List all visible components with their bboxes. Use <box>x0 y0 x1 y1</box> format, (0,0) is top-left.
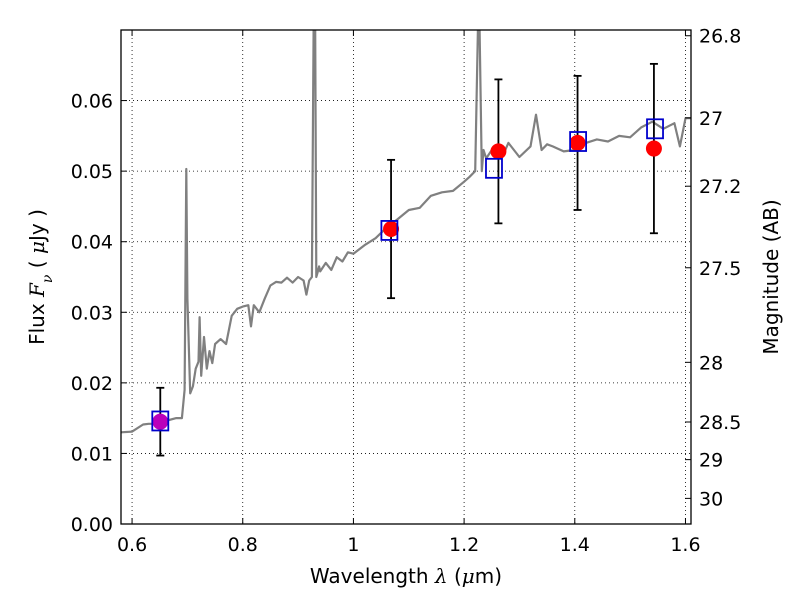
model-point <box>485 157 503 179</box>
plot-area <box>121 30 691 524</box>
x-tick-label: 1 <box>347 534 359 556</box>
y-tick-label: 0.03 <box>71 302 113 324</box>
x-tick-label: 1.6 <box>670 534 700 556</box>
y2-tick-label: 26.8 <box>699 26 741 48</box>
y2-tick-label: 27.2 <box>699 176 741 198</box>
y2-tick-label: 28 <box>699 352 723 374</box>
photometry-point <box>152 413 169 430</box>
y2-axis-title: Magnitude (AB) <box>759 199 783 354</box>
photometry-point <box>569 134 586 151</box>
y-axis-title: Flux Fν ( μJy ) <box>25 209 56 345</box>
x-tick-label: 1.4 <box>560 534 590 556</box>
y-tick-label: 0.06 <box>71 91 113 113</box>
ticks: 0.6 0.8 1 1.2 1.4 1.6 0.00 0.01 0.02 0.03 0.04 0.05… <box>71 26 742 556</box>
photometry-point <box>490 143 507 160</box>
plot-frame <box>120 29 692 525</box>
x-axis-title: Wavelength λ (μm) <box>310 564 502 588</box>
photometry-point <box>383 221 400 238</box>
y2-tick-label: 29 <box>699 450 723 472</box>
y-tick-label: 0.05 <box>71 161 113 183</box>
y2-tick-label: 27.5 <box>699 258 741 280</box>
model-point <box>151 410 170 432</box>
y-tick-label: 0.01 <box>71 443 113 465</box>
x-tick-label: 0.6 <box>117 534 147 556</box>
y2-tick-label: 30 <box>699 488 723 510</box>
y-tick-label: 0.04 <box>71 232 113 254</box>
model-point <box>646 118 664 140</box>
y-tick-label: 0.00 <box>71 514 113 536</box>
y2-tick-label: 27 <box>699 108 723 130</box>
x-tick-label: 1.2 <box>449 534 479 556</box>
photometry-point <box>645 140 662 157</box>
data-layer <box>121 30 691 434</box>
y2-tick-label: 28.5 <box>699 412 741 434</box>
model-point <box>569 131 588 152</box>
spectrum-line <box>121 30 691 434</box>
y-tick-label: 0.02 <box>71 373 113 395</box>
x-tick-label: 0.8 <box>228 534 258 556</box>
model-point <box>380 220 399 241</box>
error-bars <box>151 62 664 457</box>
